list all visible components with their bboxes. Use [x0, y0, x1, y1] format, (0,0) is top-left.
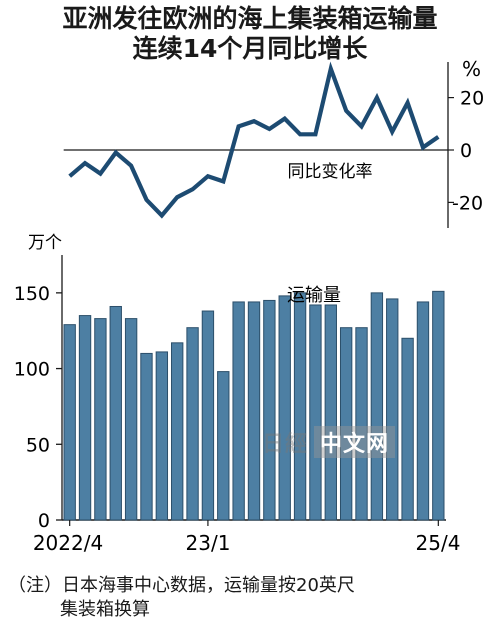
bar-xtick-label: 25/4	[416, 531, 461, 555]
bar-ytick-label: 150	[14, 283, 50, 305]
bar-series-label: 运输量	[287, 285, 341, 306]
bar-month-3	[94, 318, 107, 521]
bar-month-4	[109, 305, 122, 521]
chart-title-line1: 亚洲发往欧洲的海上集装箱运输量	[62, 4, 438, 33]
bar-month-14	[263, 299, 276, 521]
volume-bar-chart: 万个 0 50 100 150 2022/4 23/1 25/4 运输量	[14, 233, 461, 555]
bar-month-25	[432, 290, 445, 521]
bar-month-22	[386, 298, 399, 521]
watermark-box: 中文网	[314, 426, 396, 458]
bar-month-7	[155, 351, 169, 521]
bar-month-24	[416, 301, 430, 521]
bar-month-21	[370, 292, 384, 521]
bar-month-10	[201, 310, 215, 521]
bar-month-13	[247, 301, 261, 521]
bar-xtick-label: 2022/4	[33, 531, 103, 555]
bar-unit-label: 万个	[28, 233, 62, 253]
line-ytick-label: 20	[460, 88, 484, 110]
yoy-line-chart: 20 0 -20% 同比变化率	[63, 57, 484, 228]
bar-month-15	[278, 295, 291, 521]
bar-month-16	[293, 292, 307, 521]
bar-month-1	[63, 324, 76, 521]
line-ytick-label: 0	[460, 140, 472, 162]
bar-month-18	[324, 304, 337, 521]
footnote-line1: （注）日本海事中心数据，运输量按20英尺	[8, 575, 355, 596]
line-series-yoy	[68, 61, 440, 219]
bar-month-23	[401, 337, 414, 521]
bar-month-12	[232, 301, 245, 521]
nikkei-watermark: 日經 中文网	[262, 426, 396, 458]
line-unit-label: %	[462, 57, 481, 81]
bar-month-9	[186, 327, 199, 521]
bar-month-6	[140, 352, 153, 521]
footnote-line2: 集装箱换算	[60, 599, 150, 620]
bar-month-2	[78, 315, 92, 521]
bar-month-5	[124, 318, 138, 521]
line-series-label: 同比变化率	[288, 162, 373, 182]
bar-month-19	[339, 327, 353, 521]
bar-month-17	[309, 304, 322, 521]
chart-title-line2: 连续14个月同比增长	[132, 34, 368, 63]
bar-month-11	[217, 371, 230, 521]
bar-month-8	[171, 342, 184, 521]
bar-ytick-label: 0	[38, 510, 50, 532]
bar-month-20	[355, 327, 368, 521]
watermark-brand: 日經	[262, 431, 309, 457]
bar-xtick-label: 23/1	[186, 531, 231, 555]
bar-ytick-label: 50	[26, 434, 50, 456]
bar-ytick-label: 100	[14, 359, 50, 381]
line-ytick-label: -20	[452, 192, 483, 214]
